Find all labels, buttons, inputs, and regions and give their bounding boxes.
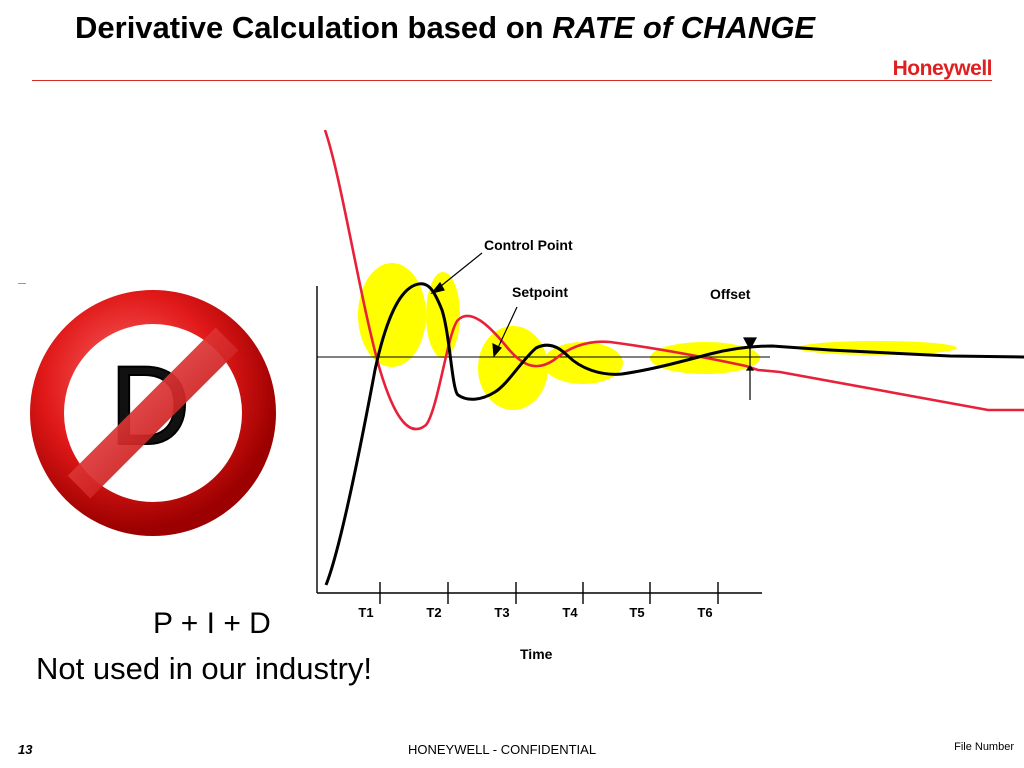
title-emphasis: RATE of CHANGE bbox=[552, 10, 816, 45]
tick-label-t2: T2 bbox=[426, 605, 441, 620]
honeywell-logo: Honeywell bbox=[892, 57, 993, 80]
setpoint-curve bbox=[323, 129, 1024, 431]
tick-label-t5: T5 bbox=[629, 605, 644, 620]
control-response-diagram: Control Point Setpoint Offset Time T1 T2… bbox=[316, 129, 1024, 662]
industry-note: Not used in our industry! bbox=[36, 651, 373, 686]
title-text: Derivative Calculation based on bbox=[75, 10, 553, 45]
control-point-arrow-shaft bbox=[435, 252, 483, 291]
title-underline bbox=[32, 80, 992, 81]
tick-label-t4: T4 bbox=[562, 605, 578, 620]
tick-label-t6: T6 bbox=[697, 605, 712, 620]
offset-arrow-tail bbox=[745, 365, 755, 371]
pid-formula: P + I + D bbox=[153, 607, 271, 640]
control-point-curve bbox=[324, 282, 1024, 586]
setpoint-label: Setpoint bbox=[512, 284, 568, 300]
tick-marks bbox=[379, 582, 719, 604]
annotation-arrows bbox=[430, 252, 758, 371]
page-number: 13 bbox=[18, 742, 33, 757]
prohibited-d-icon: D bbox=[30, 290, 276, 536]
slide-title: Derivative Calculation based on RATE of … bbox=[75, 10, 815, 46]
tick-label-t3: T3 bbox=[494, 605, 509, 620]
offset-label: Offset bbox=[710, 286, 751, 302]
slide-mark bbox=[18, 283, 26, 284]
control-point-arrow-head bbox=[430, 281, 445, 295]
highlight-t3 bbox=[478, 326, 548, 410]
tick-label-t1: T1 bbox=[358, 605, 373, 620]
confidential-notice: HONEYWELL - CONFIDENTIAL bbox=[408, 742, 597, 757]
offset-arrow-head bbox=[742, 337, 758, 351]
time-axis-label: Time bbox=[520, 646, 553, 662]
file-number: File Number bbox=[954, 741, 1014, 753]
control-point-label: Control Point bbox=[484, 237, 573, 253]
setpoint-arrow-head bbox=[492, 342, 502, 358]
setpoint-arrow-shaft bbox=[495, 306, 518, 353]
